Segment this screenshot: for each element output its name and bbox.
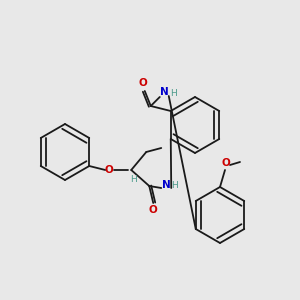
- Text: O: O: [149, 205, 158, 215]
- Text: O: O: [222, 158, 230, 168]
- Text: H: H: [170, 89, 177, 98]
- Text: N: N: [160, 87, 169, 97]
- Text: O: O: [138, 78, 147, 88]
- Text: H: H: [171, 181, 178, 190]
- Text: N: N: [162, 180, 171, 190]
- Text: O: O: [105, 165, 114, 175]
- Text: H: H: [130, 175, 136, 184]
